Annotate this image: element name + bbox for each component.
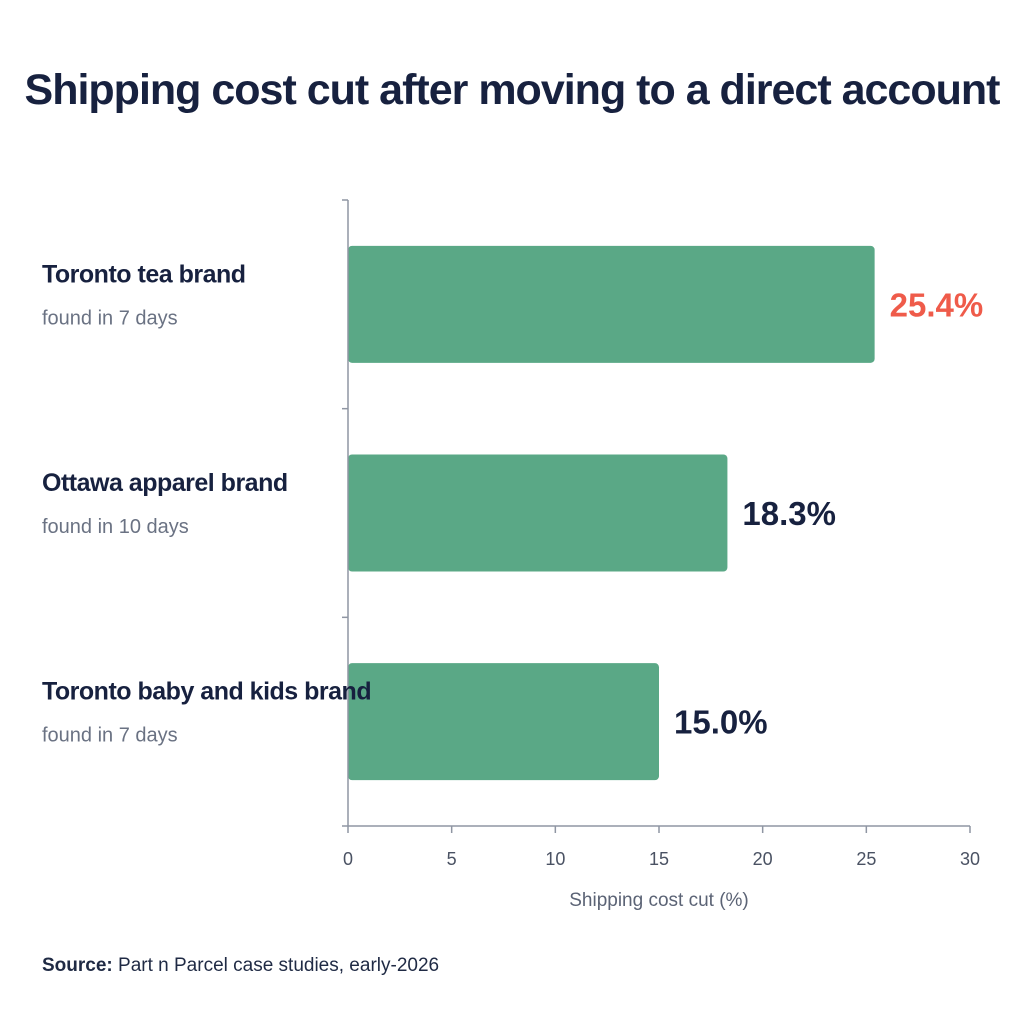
source-label: Source: xyxy=(42,955,113,976)
source-note: Source: Part n Parcel case studies, earl… xyxy=(42,955,439,977)
bar-value-label: 18.3% xyxy=(742,495,836,532)
chart-title: Shipping cost cut after moving to a dire… xyxy=(24,66,1001,114)
x-tick-label: 5 xyxy=(447,849,457,869)
bar xyxy=(348,245,875,363)
bars-layer xyxy=(348,245,875,781)
category-label: Toronto baby and kids brand xyxy=(42,678,371,706)
x-tick-label: 15 xyxy=(649,849,669,869)
x-tick-label: 0 xyxy=(343,849,353,869)
x-tick-label: 10 xyxy=(545,849,565,869)
category-sublabel: found in 10 days xyxy=(42,516,189,538)
bar-value-label: 15.0% xyxy=(674,704,768,741)
category-sublabel: found in 7 days xyxy=(42,725,178,747)
bar-value-label: 25.4% xyxy=(890,286,984,323)
x-tick-label: 25 xyxy=(856,849,876,869)
category-sublabel: found in 7 days xyxy=(42,307,178,329)
category-label: Toronto tea brand xyxy=(42,260,246,288)
bar xyxy=(348,454,728,572)
category-label: Ottawa apparel brand xyxy=(42,469,288,497)
bar xyxy=(348,663,659,781)
labels-layer: 25.4% Toronto tea brand found in 7 days 18.… xyxy=(42,260,983,746)
source-text: Part n Parcel case studies, early-2026 xyxy=(118,955,440,976)
x-axis-title: Shipping cost cut (%) xyxy=(569,890,749,911)
axes-layer: 0 5 10 15 20 25 30 Shipping cost cut (%) xyxy=(342,199,980,911)
x-tick-label: 30 xyxy=(960,849,980,869)
x-tick-label: 20 xyxy=(753,849,773,869)
